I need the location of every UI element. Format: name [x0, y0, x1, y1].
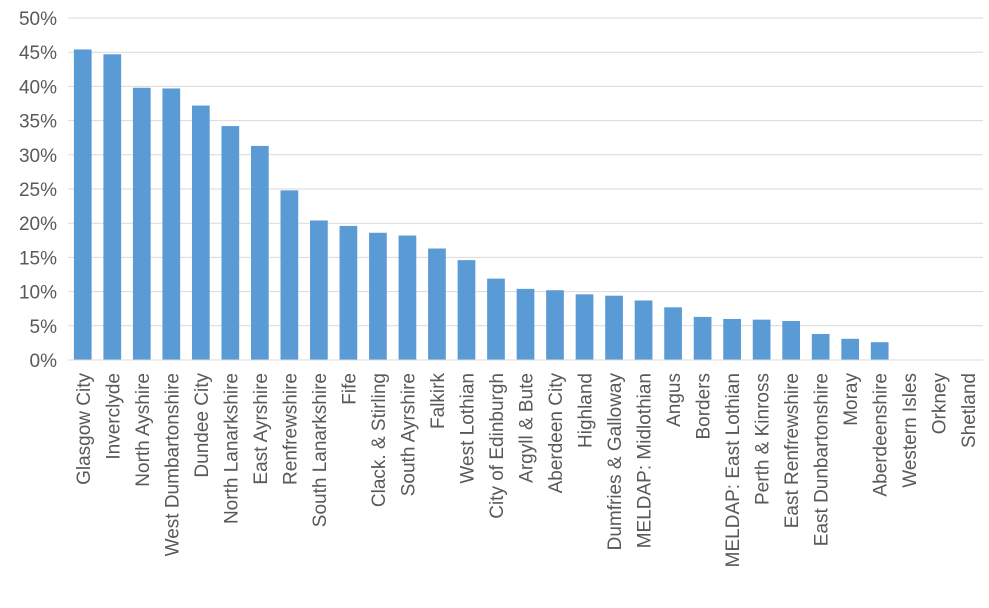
y-tick-label: 20%	[19, 214, 57, 235]
x-category-label: Dundee City	[192, 373, 213, 478]
x-category-label: Shetland	[959, 373, 980, 448]
x-category-label: Highland	[576, 373, 597, 448]
bar	[487, 278, 505, 360]
x-category-label: Inverclyde	[103, 373, 124, 460]
x-category-label: Western Isles	[900, 373, 921, 488]
bar	[103, 54, 122, 360]
x-category-label: East Ayrshire	[251, 373, 272, 485]
bar	[162, 88, 181, 361]
bar	[870, 342, 889, 360]
bar	[339, 225, 358, 360]
x-category-label: South Ayrshire	[398, 373, 419, 496]
bar	[191, 105, 210, 360]
bar	[605, 295, 623, 360]
x-category-label: Glasgow City	[74, 373, 95, 485]
x-category-label: City of Edinburgh	[487, 373, 508, 519]
bar	[516, 288, 535, 360]
bar	[221, 126, 240, 361]
bar	[546, 290, 564, 360]
bar	[782, 321, 800, 360]
x-category-label: Aberdeen City	[546, 373, 567, 494]
x-axis-category-labels: Glasgow City Inverclyde North Ayshire West …	[74, 373, 980, 568]
x-category-label: East Renfrewshire	[782, 373, 803, 528]
x-category-label: Aberdeenshire	[871, 373, 892, 497]
bar	[457, 260, 476, 360]
bar	[752, 319, 771, 360]
bar	[369, 232, 387, 360]
x-category-label: North Lanarkshire	[221, 373, 242, 524]
bar	[251, 145, 269, 360]
x-category-label: Perth & Kinross	[753, 373, 774, 505]
y-tick-label: 30%	[19, 146, 57, 167]
x-category-label: West Lothian	[457, 373, 478, 484]
y-tick-label: 45%	[19, 43, 57, 64]
bar	[280, 190, 299, 360]
y-tick-label: 40%	[19, 77, 57, 98]
x-category-label: MELDAP: Midlothian	[635, 373, 656, 548]
y-tick-label: 35%	[19, 112, 57, 133]
x-category-label: Clack. & Stirling	[369, 373, 390, 507]
bar	[132, 87, 151, 360]
x-category-label: Angus	[664, 373, 685, 427]
x-category-label: MELDAP: East Lothian	[723, 373, 744, 567]
x-category-label: Falkirk	[428, 373, 449, 429]
x-category-label: East Dunbartonshire	[812, 373, 833, 546]
bar	[310, 220, 328, 360]
y-tick-label: 10%	[19, 283, 57, 304]
bars	[73, 49, 889, 361]
y-tick-label: 25%	[19, 180, 57, 201]
x-category-label: Orkney	[930, 373, 951, 435]
y-axis-tick-labels: 0% 5% 10% 15% 20% 25% 30% 35% 40% 45% 50%	[19, 9, 57, 372]
gridlines	[68, 17, 983, 327]
x-category-label: Fife	[339, 373, 360, 405]
x-category-label: Borders	[694, 373, 715, 440]
x-category-label: Moray	[841, 373, 862, 426]
y-tick-label: 0%	[30, 351, 58, 372]
y-tick-label: 5%	[30, 317, 58, 338]
x-category-label: Argyll & Bute	[517, 373, 538, 483]
bar	[398, 235, 417, 360]
bar	[634, 300, 653, 360]
bar	[575, 294, 594, 360]
x-category-label: Dumfries & Galloway	[605, 373, 626, 551]
x-category-label: Renfrewshire	[280, 373, 301, 485]
bar	[73, 49, 92, 361]
x-category-label: West Dumbartonshire	[162, 373, 183, 556]
y-tick-label: 50%	[19, 9, 57, 30]
y-tick-label: 15%	[19, 248, 57, 269]
bar	[723, 318, 741, 360]
bar	[693, 316, 712, 360]
bar	[841, 338, 860, 360]
x-category-label: South Lanarkshire	[310, 373, 331, 527]
bar	[428, 248, 446, 360]
bar	[811, 334, 830, 360]
bar	[664, 307, 682, 360]
x-category-label: North Ayshire	[133, 373, 154, 487]
